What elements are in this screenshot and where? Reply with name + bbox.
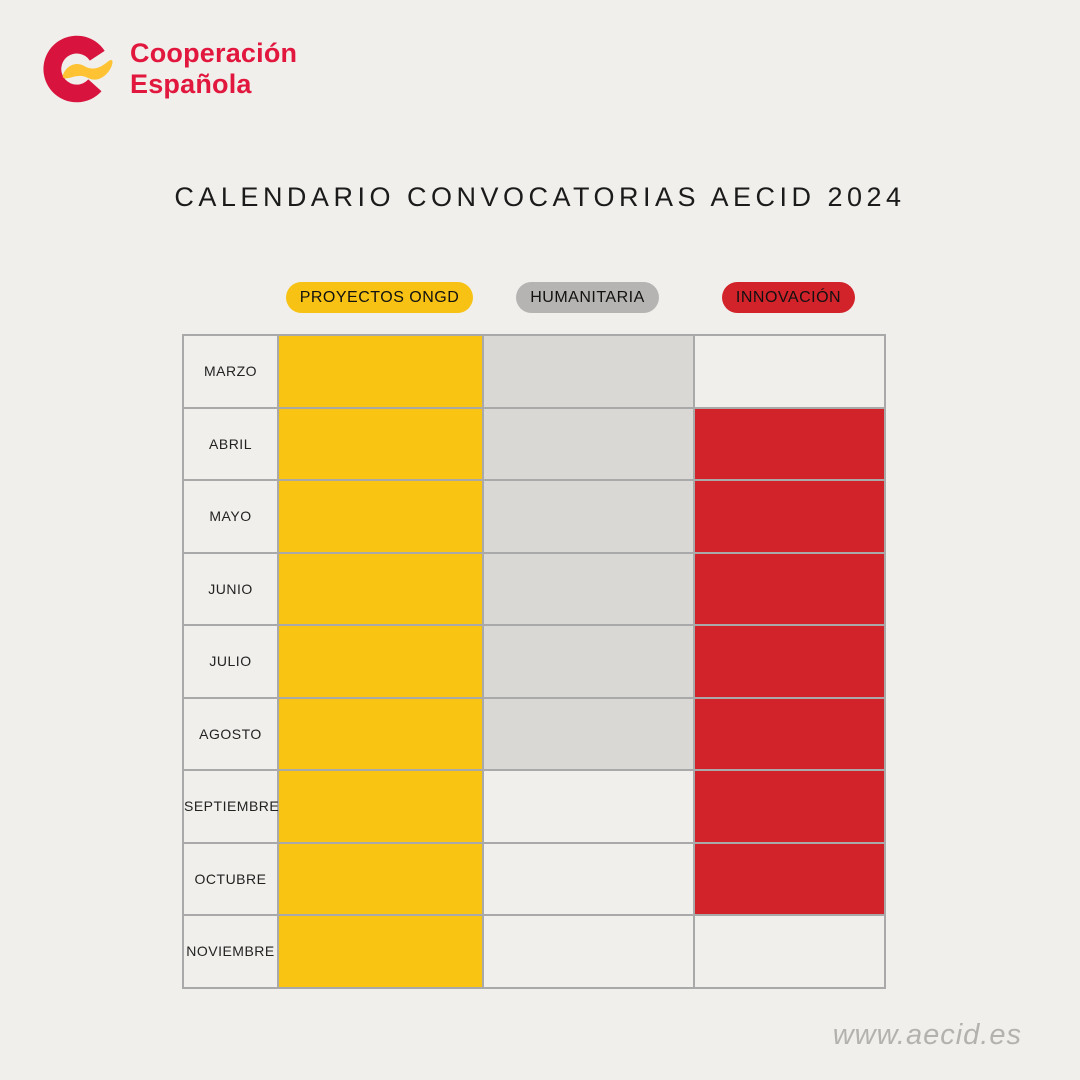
active-cell xyxy=(693,551,886,626)
month-label: MAYO xyxy=(182,479,279,554)
active-cell xyxy=(277,841,484,916)
month-label: NOVIEMBRE xyxy=(182,914,279,989)
table-row: SEPTIEMBRE xyxy=(182,769,886,844)
table-row: ABRIL xyxy=(182,406,886,481)
brand-name-line1: Cooperación xyxy=(130,38,298,68)
active-cell xyxy=(693,841,886,916)
active-cell xyxy=(693,479,886,554)
table-row: AGOSTO xyxy=(182,696,886,771)
active-cell xyxy=(482,479,695,554)
calendar-section: PROYECTOS ONGD HUMANITARIA INNOVACIÓN MARZ… xyxy=(182,282,886,989)
calendar-table-body: MARZO ABRIL MAYO JUNIO JULIO AGOSTO SEPTIEMBRE… xyxy=(182,334,886,989)
table-row: JULIO xyxy=(182,624,886,699)
month-label: MARZO xyxy=(182,334,279,409)
active-cell xyxy=(277,914,484,989)
month-label: AGOSTO xyxy=(182,696,279,771)
month-label: OCTUBRE xyxy=(182,841,279,916)
active-cell xyxy=(277,696,484,771)
table-row: NOVIEMBRE xyxy=(182,914,886,989)
month-label: JULIO xyxy=(182,624,279,699)
inactive-cell xyxy=(482,841,695,916)
active-cell xyxy=(693,769,886,844)
legend-cell: PROYECTOS ONGD xyxy=(277,282,482,313)
inactive-cell xyxy=(693,914,886,989)
active-cell xyxy=(482,334,695,409)
active-cell xyxy=(277,769,484,844)
active-cell xyxy=(277,479,484,554)
brand-name: Cooperación Española xyxy=(130,38,297,100)
legend-row: PROYECTOS ONGD HUMANITARIA INNOVACIÓN xyxy=(182,282,884,313)
month-label: SEPTIEMBRE xyxy=(182,769,279,844)
inactive-cell xyxy=(482,914,695,989)
calendar-table: MARZO ABRIL MAYO JUNIO JULIO AGOSTO SEPTIEMBRE… xyxy=(182,334,886,989)
active-cell xyxy=(277,624,484,699)
legend-spacer xyxy=(182,282,277,313)
active-cell xyxy=(482,551,695,626)
table-row: OCTUBRE xyxy=(182,841,886,916)
table-row: MAYO xyxy=(182,479,886,554)
legend-pill-proyectos-ongd: PROYECTOS ONGD xyxy=(285,282,474,313)
cooperacion-espanola-logo-icon xyxy=(43,35,113,103)
active-cell xyxy=(482,696,695,771)
legend-cell: HUMANITARIA xyxy=(482,282,693,313)
inactive-cell xyxy=(482,769,695,844)
active-cell xyxy=(693,406,886,481)
brand-name-line2: Española xyxy=(130,69,252,99)
legend-pill-innovacion: INNOVACIÓN xyxy=(721,282,856,313)
active-cell xyxy=(277,551,484,626)
active-cell xyxy=(693,696,886,771)
active-cell xyxy=(277,334,484,409)
website-url: www.aecid.es xyxy=(832,1019,1022,1051)
brand-logo: Cooperación Española xyxy=(42,32,297,106)
legend-cell: INNOVACIÓN xyxy=(693,282,884,313)
inactive-cell xyxy=(693,334,886,409)
table-row: JUNIO xyxy=(182,551,886,626)
page-title: CALENDARIO CONVOCATORIAS AECID 2024 xyxy=(174,182,906,212)
table-row: MARZO xyxy=(182,334,886,409)
active-cell xyxy=(693,624,886,699)
month-label: JUNIO xyxy=(182,551,279,626)
active-cell xyxy=(277,406,484,481)
active-cell xyxy=(482,624,695,699)
active-cell xyxy=(482,406,695,481)
month-label: ABRIL xyxy=(182,406,279,481)
legend-pill-humanitaria: HUMANITARIA xyxy=(516,282,659,313)
